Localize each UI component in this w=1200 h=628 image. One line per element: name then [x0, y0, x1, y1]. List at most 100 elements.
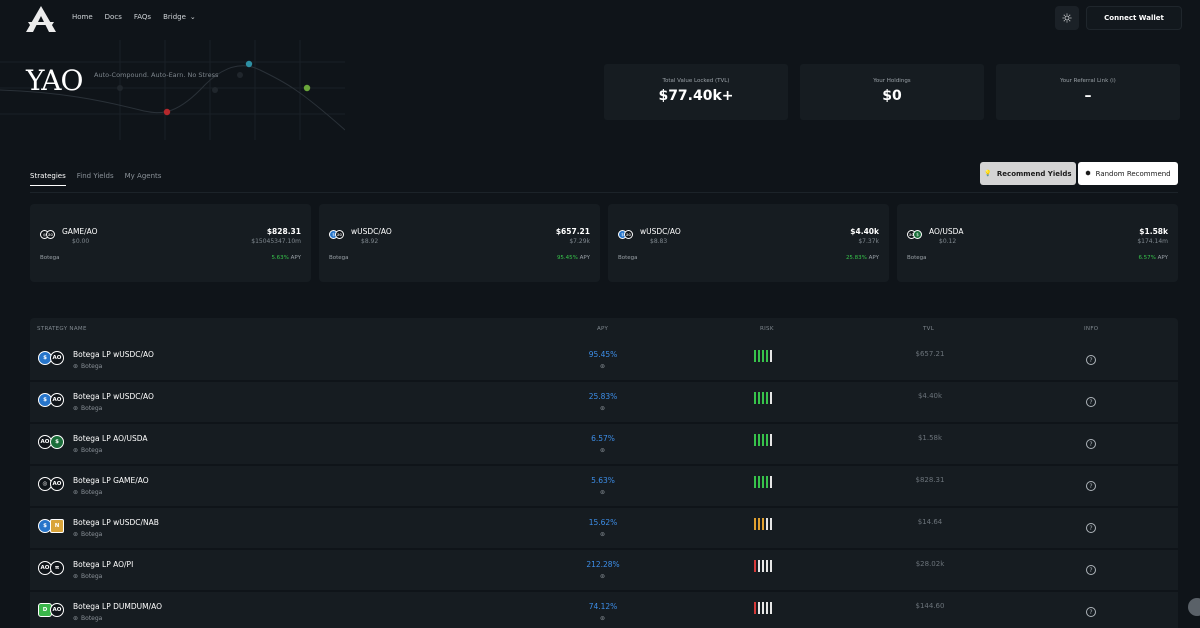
table-row[interactable]: D AO Botega LP DUMDUM/AO ⊛ Botega 74.12% ⊛… [30, 592, 1178, 628]
row-source-label: Botega [81, 363, 103, 370]
botega-icon: ⊛ [73, 531, 79, 538]
connect-wallet-button[interactable]: Connect Wallet [1086, 6, 1182, 30]
card-sub-value: $0.12 [939, 238, 957, 245]
token-pair-icon: D AO [38, 603, 64, 617]
nab-token-icon: N [50, 519, 64, 533]
row-apy: 5.63% [591, 476, 615, 485]
row-strategy-name: Botega LP DUMDUM/AO [73, 602, 163, 611]
row-source: ⊛ Botega [73, 405, 102, 412]
apy-source-icon: ⊛ [600, 405, 606, 412]
info-icon[interactable]: ? [1086, 439, 1096, 449]
table-row[interactable]: $ N Botega LP wUSDC/NAB ⊛ Botega 15.62% ⊛ … [30, 508, 1178, 548]
brand-tagline: Auto-Compound. Auto-Earn. No Stress [94, 71, 219, 79]
table-row[interactable]: $ AO Botega LP wUSDC/AO ⊛ Botega 25.83% ⊛ … [30, 382, 1178, 422]
nav-bridge-dropdown[interactable]: Bridge ⌄ [163, 13, 196, 21]
strategy-card[interactable]: ao $ AO/USDA $0.12 $1.58k $174.14m Botega… [897, 204, 1178, 282]
row-apy: 25.83% [588, 392, 618, 401]
strategy-table: STRATEGY NAME APY RISK TVL INFO $ AO Bote… [30, 318, 1178, 628]
tabs-divider [30, 192, 1178, 193]
row-source: ⊛ Botega [73, 447, 102, 454]
nav-faqs-link[interactable]: FAQs [133, 13, 152, 21]
card-tvl: $7.37k [858, 238, 879, 245]
strategy-card[interactable]: $ ao wUSDC/AO $8.92 $657.21 $7.29k Botega… [319, 204, 600, 282]
table-row[interactable]: AO π Botega LP AO/PI ⊛ Botega 212.28% ⊛ $2… [30, 550, 1178, 590]
random-recommend-button[interactable]: ⬢ Random Recommend [1078, 162, 1178, 185]
ao-token-icon: AO [38, 561, 52, 575]
recommend-yields-button[interactable]: 💡 Recommend Yields [980, 162, 1076, 185]
card-value: $828.31 [266, 227, 301, 236]
card-tvl: $7.29k [569, 238, 590, 245]
tab-strategies[interactable]: Strategies [30, 172, 66, 186]
apy-source-icon: ⊛ [600, 615, 606, 622]
row-strategy-name: Botega LP GAME/AO [73, 476, 149, 485]
row-tvl: $4.40k [917, 392, 943, 400]
row-strategy-name: Botega LP wUSDC/AO [73, 392, 154, 401]
ao-token-icon: ao [624, 230, 633, 239]
row-strategy-name: Botega LP AO/USDA [73, 434, 148, 443]
floating-help-icon[interactable] [1188, 598, 1200, 616]
risk-meter [754, 560, 772, 572]
card-tvl: $15045347.10m [251, 238, 301, 245]
header-strategy-name: STRATEGY NAME [37, 326, 87, 332]
token-pair-icon: $ ao [329, 230, 344, 239]
ao-token-icon: ao [46, 230, 55, 239]
ao-token-icon: ao [335, 230, 344, 239]
strategy-card[interactable]: ◎ ao GAME/AO $0.00 $828.31 $15045347.10m … [30, 204, 311, 282]
token-pair-icon: $ N [38, 519, 64, 533]
tab-find-yields[interactable]: Find Yields [76, 172, 114, 180]
card-apy: 25.83% APY [846, 255, 879, 261]
apy-source-icon: ⊛ [600, 363, 606, 370]
card-apy: 95.45% APY [557, 255, 590, 261]
row-source-label: Botega [81, 573, 103, 580]
row-tvl: $144.60 [915, 602, 945, 610]
lightbulb-icon: 💡 [984, 170, 992, 177]
tab-my-agents[interactable]: My Agents [124, 172, 162, 180]
card-apy: 6.57% APY [1138, 255, 1168, 261]
nav-home-link[interactable]: Home [72, 13, 93, 21]
strategy-card[interactable]: $ ao wUSDC/AO $8.83 $4.40k $7.37k Botega … [608, 204, 889, 282]
botega-icon: ⊛ [73, 447, 79, 454]
risk-meter [754, 476, 772, 488]
chevron-down-icon: ⌄ [189, 13, 196, 21]
row-strategy-name: Botega LP wUSDC/AO [73, 350, 154, 359]
risk-meter [754, 350, 772, 362]
row-source-label: Botega [81, 531, 103, 538]
info-icon[interactable]: ? [1086, 397, 1096, 407]
row-apy: 95.45% [588, 350, 618, 359]
stat-holdings: Your Holdings $0 [800, 64, 984, 120]
stat-holdings-value: $0 [882, 88, 902, 104]
botega-icon: ⊛ [73, 615, 79, 622]
brand-title: YAO [26, 64, 83, 97]
token-pair-icon: AO $ [38, 435, 64, 449]
row-tvl: $1.58k [917, 434, 943, 442]
token-pair-icon: $ AO [38, 393, 64, 407]
row-source: ⊛ Botega [73, 489, 102, 496]
row-tvl: $14.64 [917, 518, 943, 526]
info-icon[interactable]: ? [1086, 355, 1096, 365]
info-icon[interactable]: ? [1086, 481, 1096, 491]
row-source: ⊛ Botega [73, 531, 102, 538]
risk-meter [754, 602, 772, 614]
row-source: ⊛ Botega [73, 573, 102, 580]
pi-token-icon: π [50, 561, 64, 575]
table-row[interactable]: $ AO Botega LP wUSDC/AO ⊛ Botega 95.45% ⊛ … [30, 340, 1178, 380]
row-source-label: Botega [81, 447, 103, 454]
table-row[interactable]: AO $ Botega LP AO/USDA ⊛ Botega 6.57% ⊛ $1… [30, 424, 1178, 464]
stat-tvl: Total Value Locked (TVL) $77.40k+ [604, 64, 788, 120]
info-icon[interactable]: ? [1086, 523, 1096, 533]
nav-docs-link[interactable]: Docs [104, 13, 122, 21]
info-icon[interactable]: ? [1086, 607, 1096, 617]
botega-icon: ⊛ [73, 363, 79, 370]
stat-referral[interactable]: Your Referral Link (i) – [996, 64, 1180, 120]
risk-meter [754, 434, 772, 446]
row-source-label: Botega [81, 405, 103, 412]
table-row[interactable]: ◎ AO Botega LP GAME/AO ⊛ Botega 5.63% ⊛ $8… [30, 466, 1178, 506]
ao-token-icon: AO [50, 477, 64, 491]
stat-referral-value: – [1084, 88, 1092, 104]
top-nav: Home Docs FAQs Bridge ⌄ Connect Wallet [0, 0, 1200, 36]
row-apy: 6.57% [591, 434, 615, 443]
yao-logo[interactable] [24, 4, 58, 34]
nav-links: Home Docs FAQs Bridge ⌄ [72, 13, 208, 21]
theme-toggle-button[interactable] [1055, 6, 1079, 30]
info-icon[interactable]: ? [1086, 565, 1096, 575]
